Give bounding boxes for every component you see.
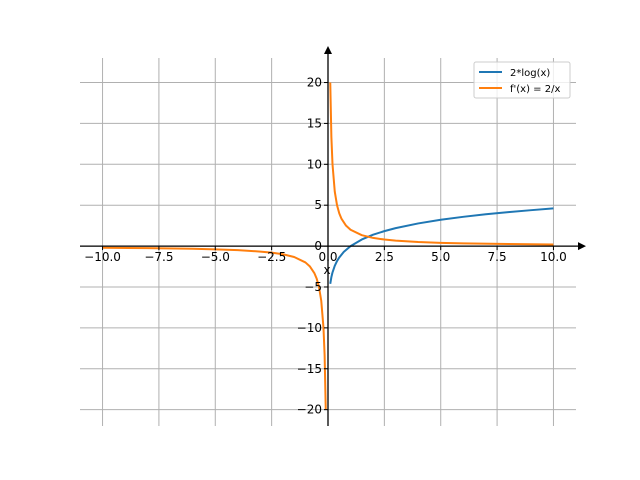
y-tick-label: −5 <box>304 280 322 294</box>
x-tick-label: 10.0 <box>540 250 567 264</box>
x-tick-label: 5.0 <box>431 250 450 264</box>
x-tick-label: −2.5 <box>257 250 286 264</box>
y-axis-arrow <box>324 46 332 54</box>
y-tick-label: 10 <box>307 157 322 171</box>
x-axis-arrow <box>578 242 586 251</box>
y-tick-label: 20 <box>307 76 322 90</box>
x-tick-label: 0.0 <box>318 250 337 264</box>
y-tick-label: 5 <box>314 198 322 212</box>
y-tick-label: 15 <box>307 116 322 130</box>
y-tick-label: −10 <box>297 321 322 335</box>
tick-marks-and-labels: −10.0 −7.5 −5.0 −2.5 0.0 2.5 5.0 7.5 10.0 −20 −15 −… <box>84 76 567 417</box>
legend: 2*log(x) f'(x) = 2/x <box>473 61 571 99</box>
legend-label-derivative: f'(x) = 2/x <box>510 84 560 95</box>
x-tick-label: −5.0 <box>201 250 230 264</box>
y-tick-label: −15 <box>297 362 322 376</box>
x-tick-label: −7.5 <box>144 250 173 264</box>
y-tick-label: −20 <box>297 403 322 417</box>
x-tick-label: 7.5 <box>488 250 507 264</box>
x-tick-label: −10.0 <box>84 250 121 264</box>
series-line-1 <box>102 82 554 410</box>
series-lines <box>102 82 554 410</box>
series-line-0 <box>329 207 554 284</box>
legend-label-log: 2*log(x) <box>510 68 550 79</box>
y-tick-label: 0 <box>314 239 322 253</box>
x-axis-label: x <box>323 263 330 277</box>
x-tick-label: 2.5 <box>375 250 394 264</box>
